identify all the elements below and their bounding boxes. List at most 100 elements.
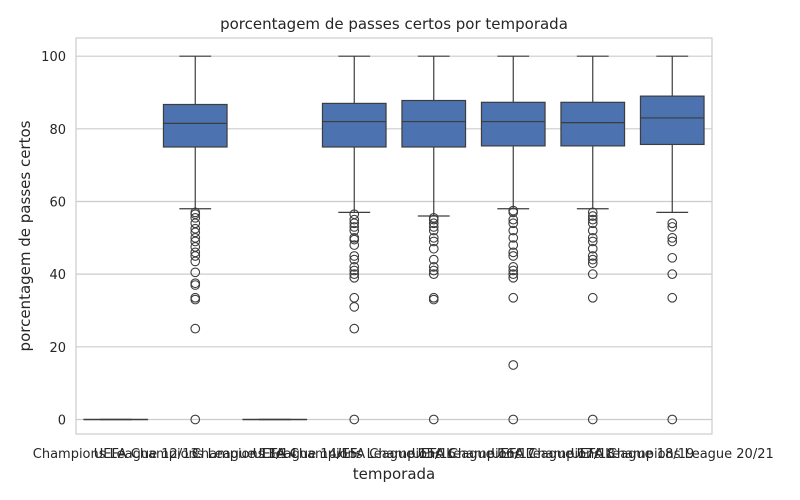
outlier-point [508,240,519,250]
outlier-point [508,225,519,236]
outlier-point [667,222,678,232]
outlier-point [587,207,598,218]
outlier-point [587,211,598,221]
outlier-point [428,214,439,225]
outlier-point [349,262,360,272]
outlier-point [508,292,519,303]
x-axis-label: temporada [353,465,436,483]
outlier-point [508,360,519,370]
outlier-point [349,301,360,312]
outlier-point [349,214,360,225]
y-tick-labels: 0 20 40 60 80 100 [41,50,66,428]
x-tick-label: UEFA Champions League 15/16 [253,447,456,462]
y-axis-label: porcentagem de passes certos [16,120,34,351]
y-tick-label: 20 [49,341,66,356]
outlier-point [428,254,439,265]
outlier-point [349,265,360,276]
outlier-point [508,247,519,258]
outlier-point [190,280,201,290]
outlier-point [587,214,598,225]
outlier-point [349,292,360,303]
outlier-point [428,222,439,232]
boxes [83,55,705,425]
box-4 [401,55,467,425]
box-iqr [480,101,546,147]
y-tick-label: 100 [41,50,66,65]
x-tick-label: UEFA Champions League 13/14 [94,447,297,462]
outlier-point [667,236,678,247]
outlier-point [349,269,360,279]
outlier-point [508,214,519,225]
outlier-point [428,269,439,279]
box-5 [480,55,546,425]
outlier-point [428,243,439,254]
outlier-point [667,252,678,263]
x-tick-label: UEFA Champions League 17/18 [412,447,615,462]
outlier-point [508,251,519,261]
outlier-point [587,225,598,236]
outlier-point [587,292,598,303]
box-iqr [639,95,705,146]
outlier-point [667,414,678,425]
outlier-point [428,294,439,305]
outlier-point [587,258,598,269]
outlier-point [508,414,519,425]
box-7 [639,55,705,425]
outlier-point [508,265,519,276]
outlier-point [428,236,439,247]
outlier-point [190,256,201,267]
x-tick-label: Champions League 14/15 [192,447,358,462]
x-tick-label: Champions League 12/13 [33,447,199,462]
outlier-point [587,243,598,254]
box-1 [162,55,228,425]
outlier-point [667,269,678,279]
box-iqr [321,102,387,148]
outlier-point [428,262,439,272]
outlier-point [587,232,598,243]
outlier-point [428,414,439,425]
outlier-point [508,218,519,229]
chart-title: porcentagem de passes certos por tempora… [220,15,568,33]
outlier-point [428,218,439,229]
outlier-point [667,232,678,243]
outlier-point [190,323,201,334]
outlier-point [508,232,519,243]
outlier-point [587,236,598,247]
x-tick-label: UEFA Champions League 16/17 [332,447,535,462]
x-tick-label: UEFA Champions League 18/19 [491,447,694,462]
outlier-point [667,292,678,303]
outlier-point [190,212,201,223]
outlier-point [428,265,439,276]
box-3 [321,55,387,425]
outlier-point [349,272,360,283]
box-6 [560,55,626,425]
outlier-point [587,251,598,261]
box-iqr [162,103,228,148]
x-tick-label: UEFA Champions League 20/21 [571,447,774,462]
y-tick-label: 40 [49,268,66,283]
outlier-point [349,234,360,245]
outlier-point [587,218,598,229]
y-tick-label: 80 [49,123,66,138]
outlier-point [190,236,201,247]
box-iqr [560,101,626,147]
box-iqr [401,99,467,148]
outlier-point [349,218,360,229]
outlier-point [190,267,201,278]
outlier-point [508,272,519,283]
outlier-point [190,414,201,425]
outlier-point [667,218,678,229]
outlier-point [508,207,519,218]
plot-frame [75,37,713,435]
outlier-point [349,251,360,261]
y-tick-label: 0 [58,413,66,428]
outlier-point [349,240,360,250]
outlier-point [508,262,519,272]
outlier-point [428,225,439,236]
outlier-point [349,323,360,334]
outlier-point [587,269,598,279]
outlier-point [349,222,360,232]
outlier-point [190,251,201,261]
